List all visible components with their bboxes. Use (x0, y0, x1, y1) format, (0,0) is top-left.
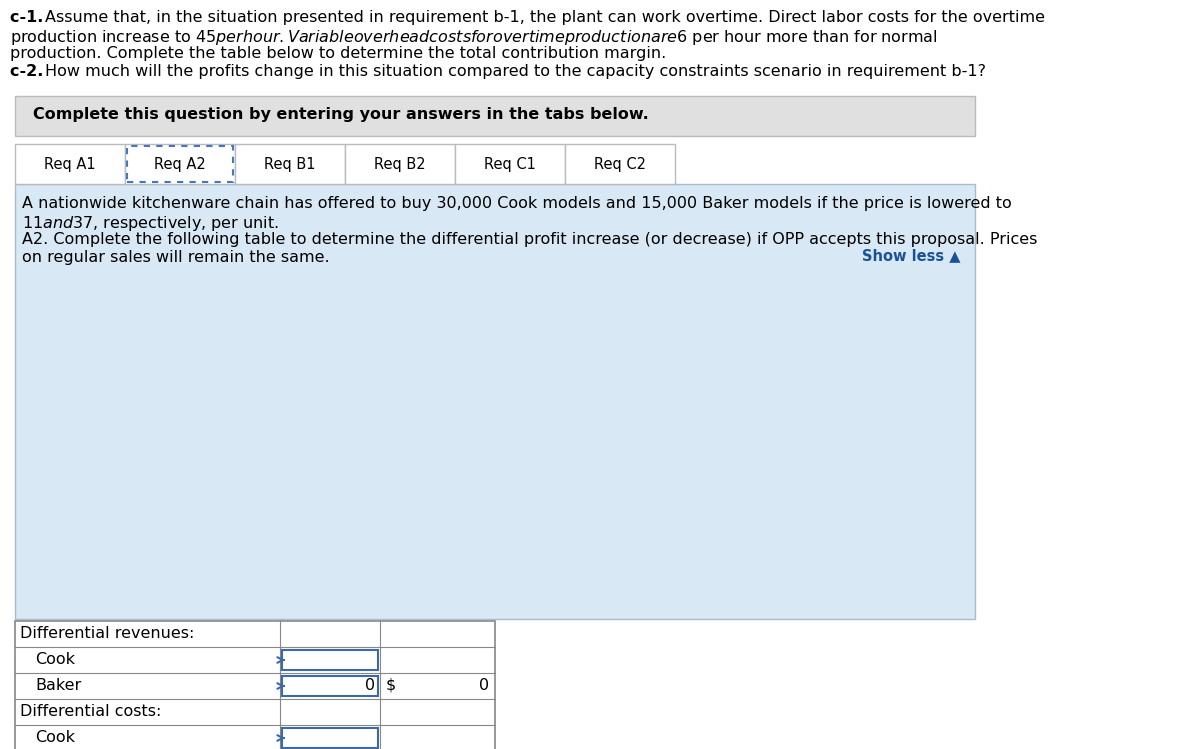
Text: How much will the profits change in this situation compared to the capacity cons: How much will the profits change in this… (46, 64, 986, 79)
Bar (455, 144, 565, 184)
Text: $: $ (386, 678, 396, 693)
Text: Req A2: Req A2 (154, 157, 206, 172)
Bar (235, 144, 346, 184)
Text: Differential costs:: Differential costs: (20, 703, 161, 718)
Text: production increase to $45 per hour. Variable overhead costs for overtime produc: production increase to $45 per hour. Var… (10, 28, 937, 47)
Text: c-2.: c-2. (10, 64, 49, 79)
Text: Show less ▲: Show less ▲ (862, 248, 960, 263)
Bar (125, 144, 235, 184)
Bar (14, 96, 974, 136)
Text: Req C2: Req C2 (594, 157, 646, 172)
Bar (127, 146, 233, 182)
Text: 0: 0 (479, 678, 490, 693)
Text: on regular sales will remain the same.: on regular sales will remain the same. (22, 250, 330, 265)
Text: A2. Complete the following table to determine the differential profit increase (: A2. Complete the following table to dete… (22, 232, 1037, 247)
Bar (565, 144, 674, 184)
Text: Complete this question by entering your answers in the tabs below.: Complete this question by entering your … (34, 108, 649, 123)
Text: Cook: Cook (35, 652, 74, 667)
Text: Differential revenues:: Differential revenues: (20, 625, 194, 640)
Text: 0: 0 (365, 678, 374, 693)
Text: c-1.: c-1. (10, 10, 49, 25)
Text: production. Complete the table below to determine the total contribution margin.: production. Complete the table below to … (10, 46, 666, 61)
Bar (14, 144, 125, 184)
Text: $11 and $37, respectively, per unit.: $11 and $37, respectively, per unit. (22, 214, 278, 233)
Text: Req B2: Req B2 (374, 157, 426, 172)
Text: Req B1: Req B1 (264, 157, 316, 172)
Text: Req A1: Req A1 (44, 157, 96, 172)
Bar (14, 621, 496, 749)
Text: Req C1: Req C1 (484, 157, 536, 172)
Text: Cook: Cook (35, 730, 74, 745)
Text: Assume that, in the situation presented in requirement b-1, the plant can work o: Assume that, in the situation presented … (46, 10, 1045, 25)
Bar (282, 676, 378, 696)
Bar (282, 728, 378, 748)
Bar (346, 144, 455, 184)
Text: A nationwide kitchenware chain has offered to buy 30,000 Cook models and 15,000 : A nationwide kitchenware chain has offer… (22, 196, 1012, 211)
Bar (14, 184, 974, 619)
Text: Baker: Baker (35, 678, 82, 693)
Bar (282, 650, 378, 670)
